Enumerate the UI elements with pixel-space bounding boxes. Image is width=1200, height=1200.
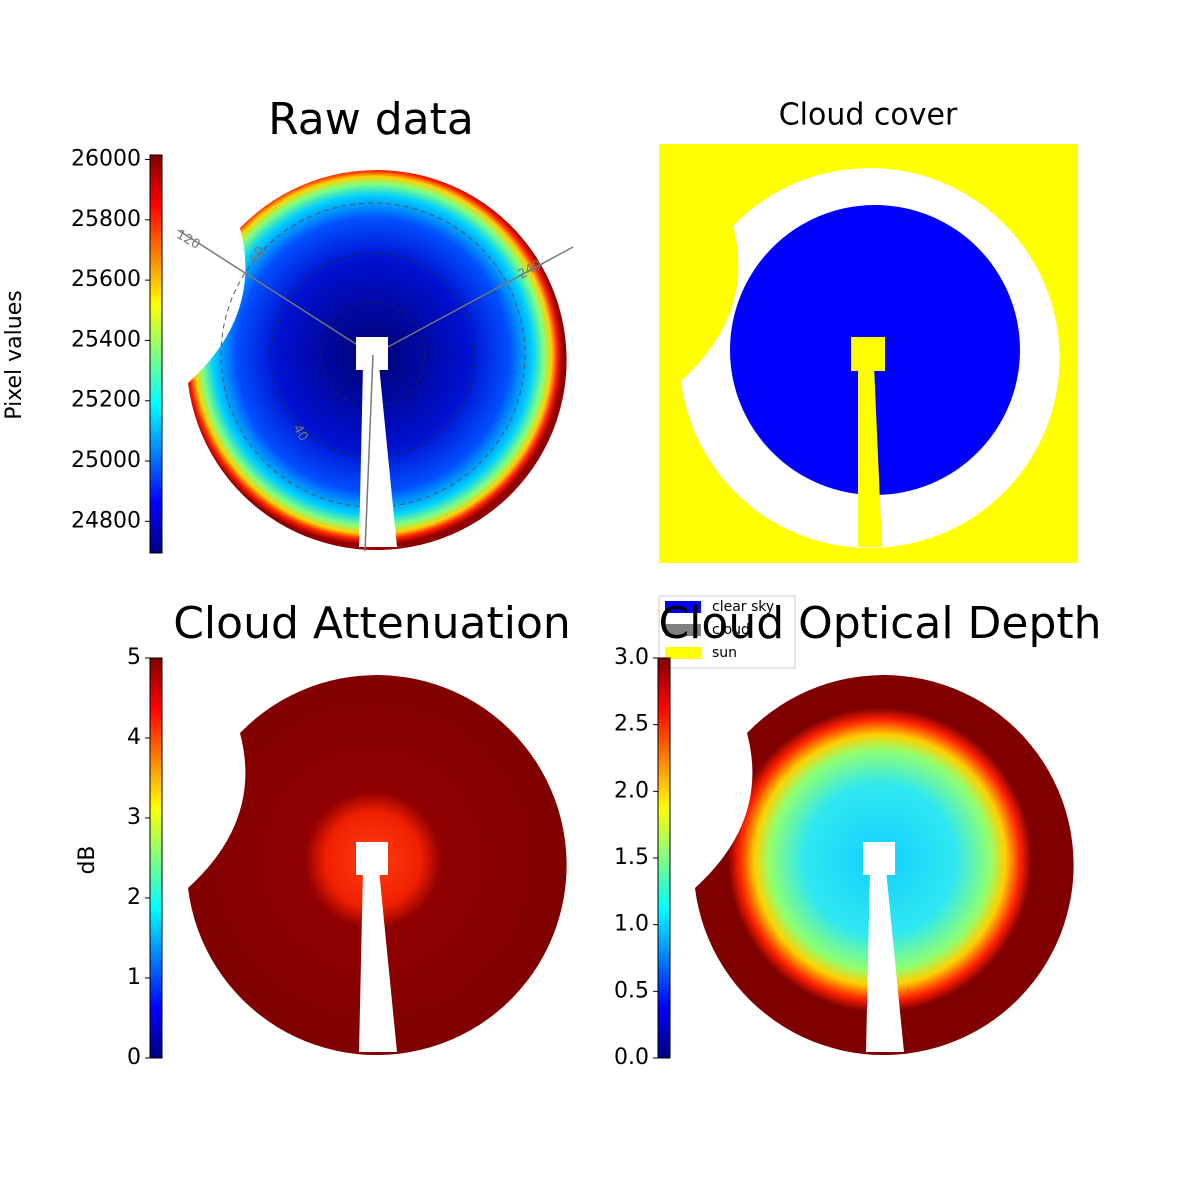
- polar-label: 60: [247, 244, 268, 266]
- colorbar-tick-label: 4: [127, 725, 141, 750]
- panel-title: Cloud cover: [779, 98, 958, 133]
- colorbar-tick-label: 26000: [71, 147, 141, 172]
- colorbar: [657, 657, 671, 1059]
- colorbar-tick-label: 24800: [71, 508, 141, 533]
- colorbar-tick-label: 0: [127, 1045, 141, 1070]
- colorbar-tick-label: 25400: [71, 327, 141, 352]
- colorbar-tick-label: 3.0: [614, 645, 649, 670]
- legend-label: clear sky: [712, 599, 774, 615]
- colorbar-tick-label: 1.0: [614, 912, 649, 937]
- panel-title: Cloud Optical Depth: [658, 598, 1101, 649]
- raw-image: [177, 170, 574, 552]
- colorbar-label: dB: [75, 845, 100, 874]
- colorbar-tick-label: 25000: [71, 448, 141, 473]
- polar-label: 120: [173, 227, 202, 252]
- colorbar-tick-label: 1: [127, 965, 141, 990]
- attenuation-image: [188, 675, 567, 1056]
- cloud-cover-image: [659, 144, 1078, 563]
- colorbar: [149, 154, 163, 554]
- legend-label: cloud: [712, 622, 750, 638]
- colorbar-tick-label: 1.5: [614, 845, 649, 870]
- legend-swatch: [665, 601, 701, 613]
- colorbar-tick-label: 5: [127, 645, 141, 670]
- colorbar-tick-label: 2.0: [614, 778, 649, 803]
- colorbar-tick-label: 0.5: [614, 978, 649, 1003]
- colorbar-tick-label: 3: [127, 805, 141, 830]
- panel-title: Cloud Attenuation: [173, 598, 571, 649]
- colorbar-tick-label: 2.5: [614, 712, 649, 737]
- colorbar-tick-label: 25800: [71, 207, 141, 232]
- colorbar-tick-label: 0.0: [614, 1045, 649, 1070]
- colorbar: [149, 657, 163, 1059]
- legend-label: sun: [712, 645, 737, 661]
- legend-swatch: [665, 624, 701, 636]
- colorbar-label: Pixel values: [2, 290, 27, 419]
- legend-swatch: [665, 647, 701, 659]
- cod-image: [695, 675, 1074, 1056]
- panel-title: Raw data: [268, 94, 474, 145]
- colorbar-tick-label: 25600: [71, 267, 141, 292]
- colorbar-tick-label: 2: [127, 885, 141, 910]
- polar-label: 40: [289, 422, 310, 444]
- colorbar-tick-label: 25200: [71, 388, 141, 413]
